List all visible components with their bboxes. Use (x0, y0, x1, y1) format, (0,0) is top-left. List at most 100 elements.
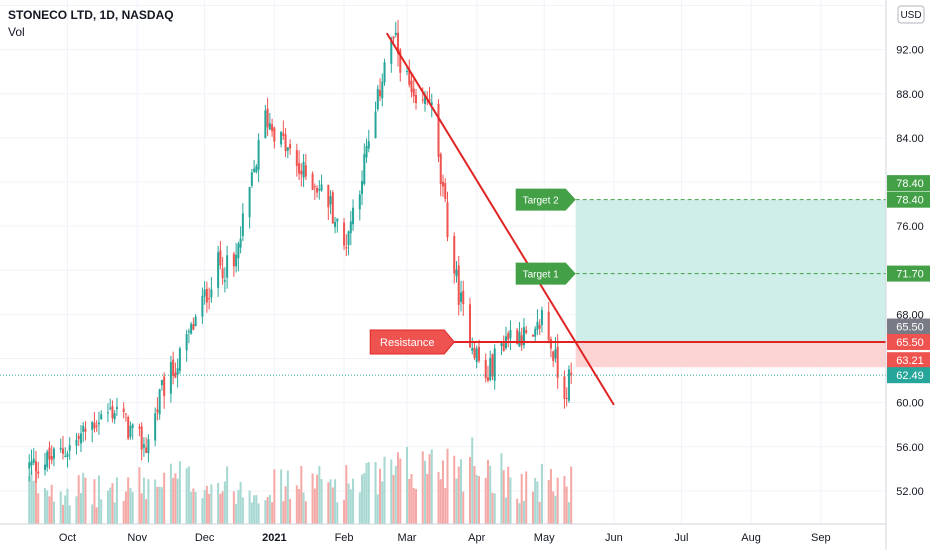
candle-body (421, 99, 424, 101)
candle-body (399, 49, 402, 73)
candle-body (334, 221, 337, 228)
volume-bar (203, 489, 206, 524)
candle-body (248, 187, 251, 218)
candle-body (441, 181, 445, 187)
candle-body (172, 359, 175, 377)
candle-body (37, 471, 40, 474)
price-label: 78.40 (896, 195, 924, 207)
candle-body (554, 349, 557, 359)
price-label-bg (887, 352, 930, 369)
volume-bar (300, 466, 303, 524)
candle-body (439, 153, 442, 185)
volume-bar (549, 469, 552, 524)
volume-bar (379, 468, 382, 524)
candle-body (406, 71, 409, 73)
volume-bar (34, 470, 37, 524)
volume-bar (223, 481, 226, 524)
candle-body (163, 376, 166, 397)
volume-bar (491, 492, 494, 524)
candle-body (567, 369, 570, 401)
candle-body (462, 290, 465, 305)
volume-indicator-label: Vol (8, 25, 25, 39)
volume-bar (113, 502, 116, 524)
volume-bar (392, 474, 395, 524)
volume-bar (97, 475, 100, 524)
volume-bar (68, 505, 71, 524)
candle-body (237, 243, 240, 259)
volume-bar (468, 456, 471, 524)
volume-bar (91, 504, 94, 524)
candle-body (489, 357, 492, 381)
candle-body (493, 348, 496, 381)
volume-bar (518, 503, 521, 524)
volume-bar (462, 491, 465, 524)
volume-bar (84, 477, 87, 524)
volume-bar (441, 460, 445, 524)
volume-bar (248, 490, 251, 524)
candle-body (392, 36, 395, 39)
candle-body (570, 372, 573, 376)
candle-body (486, 377, 489, 381)
volume-bar (266, 497, 269, 524)
candle-body (329, 196, 332, 205)
time-tick: Oct (59, 532, 76, 544)
candle-body (430, 102, 433, 105)
candle-body (124, 413, 127, 415)
volume-bar (154, 479, 157, 524)
volume-bar (318, 465, 321, 524)
volume-bar (208, 493, 211, 524)
volume-bar (352, 478, 355, 524)
currency-button[interactable]: USD (897, 5, 925, 24)
candle-body (68, 445, 71, 451)
volume-bar (567, 502, 570, 524)
volume-bar (446, 448, 449, 524)
candle-body (100, 414, 103, 420)
volume-bar (30, 470, 33, 524)
candle-body (223, 280, 226, 282)
price-tick: 56.00 (896, 442, 924, 454)
candle-body (190, 323, 193, 334)
volume-bar (390, 459, 393, 524)
volume-bar (268, 494, 271, 524)
candle-body (154, 413, 157, 441)
volume-bar (163, 472, 166, 524)
candle-body (516, 329, 519, 345)
volume-bar (289, 498, 292, 524)
price-tick: 68.00 (896, 309, 924, 321)
candle-body (221, 268, 224, 279)
volume-bar (399, 458, 402, 524)
volume-bar (552, 491, 555, 524)
price-label: 62.49 (896, 370, 924, 382)
volume-bar (61, 504, 64, 524)
candle-body (140, 426, 143, 450)
volume-bar (421, 451, 424, 524)
candle-body (556, 346, 559, 378)
candle-body (453, 235, 456, 274)
time-tick: Sep (811, 532, 831, 544)
volume-bar (273, 469, 276, 524)
candle-body (280, 131, 283, 145)
candle-body (459, 292, 463, 302)
volume-bar (255, 495, 258, 524)
volume-bar (50, 484, 53, 524)
candle-body (255, 166, 258, 173)
volume-bar (169, 463, 172, 524)
candle-body (358, 194, 361, 210)
candle-body (507, 333, 510, 340)
time-tick: Jun (605, 532, 623, 544)
candle-body (437, 103, 440, 157)
volume-bar (172, 477, 175, 524)
price-label: 78.40 (896, 178, 924, 190)
volume-bar (477, 476, 480, 524)
volume-bar (334, 479, 337, 524)
volume-bar (536, 481, 539, 524)
candle-body (502, 343, 505, 352)
time-tick: May (534, 532, 555, 544)
candle-body (491, 354, 494, 377)
candle-body (250, 172, 253, 186)
volume-bar (138, 467, 141, 524)
candle-body (235, 254, 238, 267)
candle-body (91, 422, 94, 430)
candle-body (210, 289, 213, 298)
